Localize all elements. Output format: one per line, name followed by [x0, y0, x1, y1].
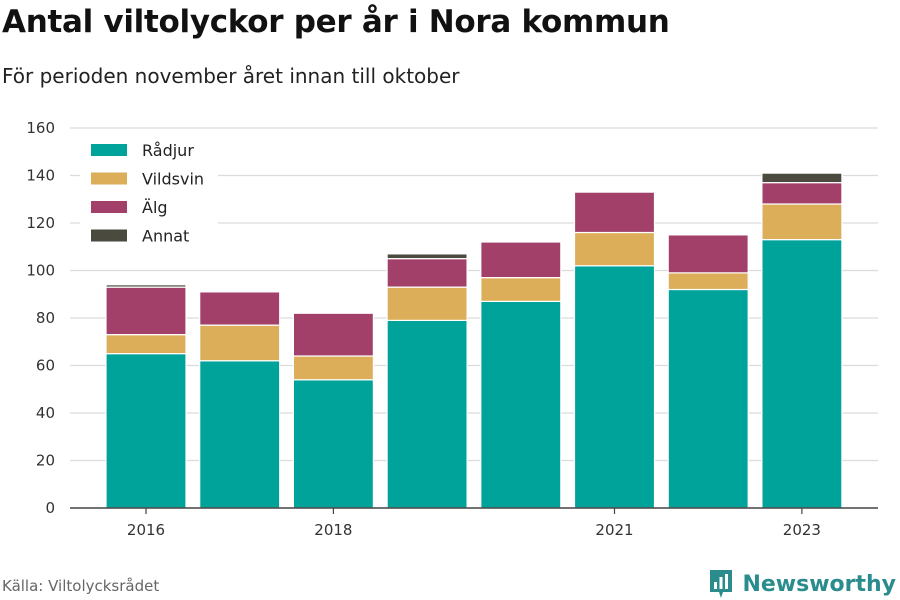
bar-segment-vildsvin: [199, 324, 281, 362]
y-tick-label: 0: [45, 499, 55, 517]
bar-segment-rådjur: [667, 288, 749, 509]
bar-segment-vildsvin: [105, 334, 187, 355]
legend-swatch-annat: [91, 229, 127, 242]
bar-segment-rådjur: [199, 360, 281, 509]
legend-label: Rådjur: [142, 141, 194, 160]
bar-segment-älg: [761, 182, 843, 205]
legend-swatch-vildsvin: [91, 172, 127, 185]
y-tick-label: 60: [36, 357, 55, 375]
bar-segment-vildsvin: [761, 203, 843, 241]
bar-chart-logo-icon: [710, 570, 733, 598]
bars: [105, 172, 843, 509]
bar-segment-rådjur: [105, 353, 187, 509]
y-tick-label: 160: [26, 119, 55, 137]
y-tick-label: 80: [36, 309, 55, 327]
bar-segment-annat: [105, 284, 187, 288]
chart-title: Antal viltolyckor per år i Nora kommun: [2, 4, 670, 40]
bar-stack-2020: [480, 241, 562, 509]
source-note: Källa: Viltolycksrådet: [2, 577, 160, 595]
bar-segment-älg: [292, 312, 374, 357]
chart-subtitle: För perioden november året innan till ok…: [2, 64, 460, 88]
bar-stack-2019: [386, 253, 468, 509]
bar-segment-rådjur: [480, 300, 562, 509]
y-tick-label: 140: [26, 167, 55, 185]
bar-segment-rådjur: [386, 319, 468, 509]
y-tick-label: 20: [36, 452, 55, 470]
x-tick-label: 2016: [127, 521, 165, 539]
brand-name: Newsworthy: [742, 571, 896, 597]
bar-segment-vildsvin: [386, 286, 468, 321]
bar-stack-2021: [573, 191, 656, 509]
legend-label: Vildsvin: [142, 170, 204, 189]
bar-segment-älg: [667, 234, 749, 274]
legend-swatch-rådjur: [91, 144, 127, 156]
y-axis-tick-labels: 0 20 40 60 80 100 120 140 160: [26, 119, 55, 517]
x-tick-label: 2023: [783, 521, 821, 539]
bar-stack-2023: [761, 172, 843, 509]
bar-segment-älg: [386, 258, 468, 288]
bar-segment-rådjur: [573, 265, 656, 509]
y-tick-label: 120: [26, 214, 55, 232]
bar-segment-älg: [105, 286, 187, 336]
bar-segment-älg: [199, 291, 281, 326]
bar-segment-annat: [761, 172, 843, 184]
bar-segment-vildsvin: [480, 277, 562, 302]
y-tick-label: 100: [26, 262, 55, 280]
legend-label: Älg: [142, 198, 168, 217]
legend: Rådjur Vildsvin Älg Annat: [80, 137, 218, 251]
x-tick-label: 2018: [314, 521, 352, 539]
bar-segment-vildsvin: [573, 231, 656, 267]
x-tick-label: 2021: [595, 521, 633, 539]
bar-stack-2016: [105, 284, 187, 509]
bar-segment-älg: [573, 191, 656, 234]
bar-segment-vildsvin: [667, 272, 749, 291]
bar-segment-rådjur: [292, 379, 374, 509]
bar-segment-vildsvin: [292, 355, 374, 381]
bar-stack-2018: [292, 312, 374, 509]
bar-stack-2017: [199, 291, 281, 509]
bar-segment-rådjur: [761, 239, 843, 509]
brand-logo: Newsworthy: [708, 568, 896, 600]
legend-label: Annat: [142, 227, 189, 246]
bar-segment-annat: [386, 253, 468, 260]
y-tick-label: 40: [36, 404, 55, 422]
bar-segment-älg: [480, 241, 562, 279]
x-axis: 2016 2018 2021 2023: [70, 507, 878, 539]
legend-swatch-älg: [91, 201, 127, 213]
bar-stack-2022: [667, 234, 749, 509]
